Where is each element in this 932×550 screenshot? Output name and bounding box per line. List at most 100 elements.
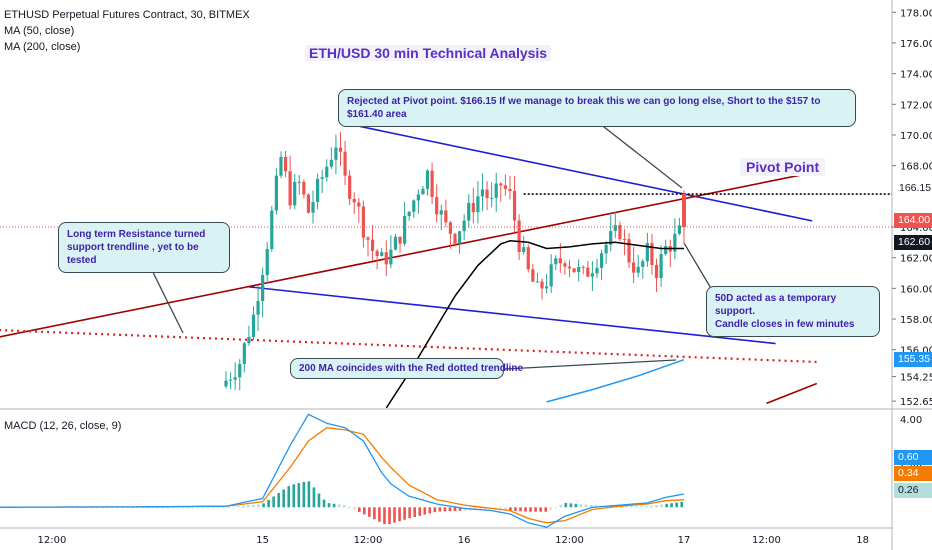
histogram-bar [650,505,653,508]
candle-body [499,183,503,186]
histogram-bar [171,507,175,509]
candle-body [540,281,544,289]
time-tick-label: 15 [256,535,269,546]
candle-body [462,220,466,232]
histogram-bar [337,504,341,508]
histogram-bar [307,481,311,508]
histogram-bar [106,507,109,509]
candle-body [265,249,269,276]
candle-body [302,181,306,195]
candle-body [599,253,604,268]
histogram-bar [226,507,230,508]
ma200-callout-pointer [485,359,677,371]
histogram-bar [65,507,69,509]
candle-body [545,286,549,289]
ma50-line [385,240,684,409]
candle-body [467,202,471,221]
candle-body [522,247,526,252]
macd-tick-label: 4.00 [900,415,922,426]
candle-body [343,151,347,176]
symbol-legend[interactable]: ETHUSD Perpetual Futures Contract, 30, B… [4,9,250,21]
histogram-bar [262,503,265,508]
candle-body [526,247,530,270]
candle-body [407,211,411,217]
ma200-price-tag: 155.35 [894,352,932,367]
candle-body [609,230,613,245]
histogram-bar [524,507,527,512]
histogram-bar [272,496,275,508]
histogram-bar [539,507,542,512]
histogram-bar [277,493,280,508]
histogram-bar [232,506,235,508]
histogram-bar [216,507,220,509]
histogram-bar [408,507,411,519]
histogram-bar [221,507,225,509]
candle-body [256,301,260,315]
histogram-bar [186,507,190,509]
candle-body [228,379,233,381]
candle-body [636,266,640,273]
candle-body [370,239,375,251]
price-tick-label: 170.00 [900,131,932,142]
candle-body [471,202,475,213]
histogram-bar [509,507,512,511]
candle-body [247,336,251,344]
price-tick-label: 174.00 [900,70,932,81]
ma50-legend[interactable]: MA (50, close) [4,25,75,37]
price-tick-label: 156.00 [900,346,932,357]
histogram-bar [252,504,255,508]
candle-body [627,239,631,263]
candle-body [622,238,627,240]
candle-body [261,275,265,302]
histogram-bar [161,507,165,509]
histogram-bar [448,507,452,512]
histogram-bar [176,507,180,509]
histogram-bar [443,507,447,512]
candle-body [650,243,654,266]
trendlines [0,115,892,405]
pivot-callout-pointer [589,115,683,189]
histogram-bar [282,489,286,508]
histogram-bar [645,506,648,508]
candle-body [416,194,420,201]
candle-body [677,225,682,234]
candle-body [403,216,407,244]
candle-body [632,262,636,273]
candle-body [581,267,585,269]
candle-body [448,222,453,234]
histogram-bar [166,507,170,509]
histogram-bar [126,507,129,509]
support-trendline [0,171,817,338]
candle-body [567,266,572,269]
channel-upper-line [349,123,813,222]
histogram-bar [363,507,366,515]
signal-value-tag: 0.34 [894,466,932,481]
macd-legend[interactable]: MACD (12, 26, close, 9) [4,420,122,432]
histogram-bar [181,507,185,509]
time-tick-label: 17 [678,535,691,546]
histogram-bar [624,506,628,508]
histogram-bar [141,507,144,509]
candle-body [325,166,329,178]
histogram-bar [680,501,684,508]
candle-body [380,252,384,257]
candle-body [659,253,663,279]
ma50-callout: 50D acted as a temporary support. Candle… [706,286,880,337]
histogram-bar [388,507,391,525]
histogram-bar [237,506,240,508]
candle-body [654,265,659,279]
resistance-callout: Long term Resistance turned support tren… [58,222,230,273]
histogram-bar [554,507,558,509]
candle-body [279,156,283,176]
price-axis[interactable]: 178.00176.00174.00172.00170.00168.00164.… [0,8,932,546]
ma200-legend[interactable]: MA (200, close) [4,41,81,53]
histogram-bar [640,506,643,508]
histogram-bar [428,507,432,514]
histogram-bar [378,507,381,522]
candle-body [270,210,274,250]
histogram-bar [75,507,79,509]
histogram-bar [297,483,301,508]
histogram-bar [413,507,416,518]
histogram-bar [483,507,487,510]
